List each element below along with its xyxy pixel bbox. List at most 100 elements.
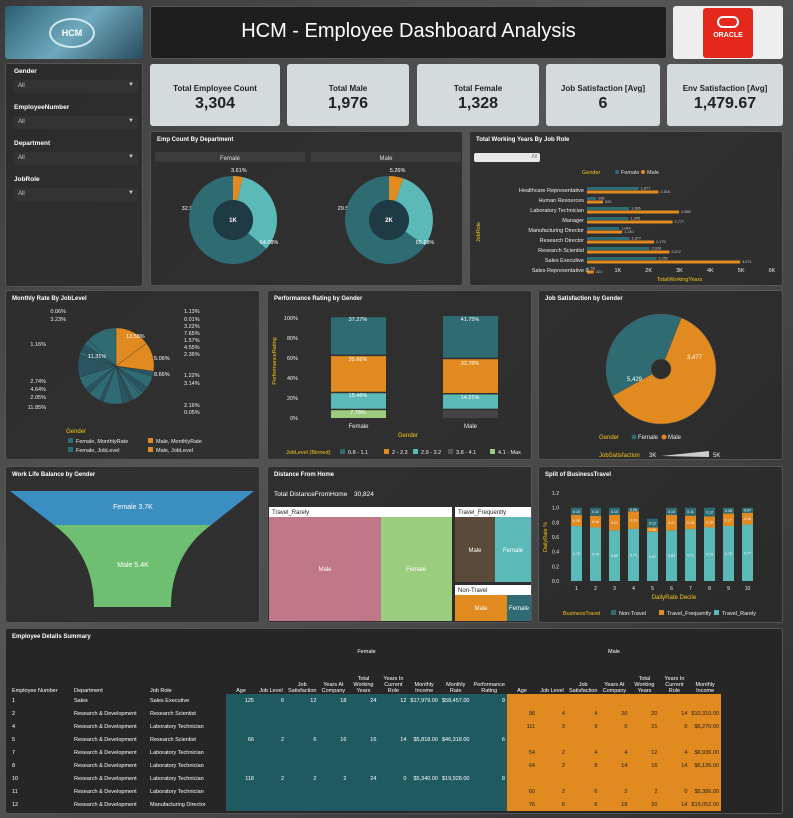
table-row[interactable]: 7 Research & Development Laboratory Techni… xyxy=(10,746,721,759)
table-cell: 12 xyxy=(629,746,660,759)
segment-label: 0.10 xyxy=(611,510,618,514)
column-header[interactable]: Years In Current Role xyxy=(383,676,404,694)
column-header[interactable]: Job Role xyxy=(150,688,172,694)
y-tick-label: Laboratory Technician xyxy=(530,208,584,214)
filter-label: Department xyxy=(14,140,51,147)
segment-label: 0.15 xyxy=(573,519,580,523)
column-header[interactable]: Years At Company xyxy=(321,682,346,694)
table-cell xyxy=(318,759,349,772)
segment-label: 0.75 xyxy=(725,552,732,556)
slice-label: 1.22% xyxy=(184,373,200,379)
y-tick-label: 0.4 xyxy=(552,550,559,556)
donut-hole xyxy=(213,200,253,240)
legend-marker xyxy=(631,434,637,440)
y-tick-label: 0.0 xyxy=(552,579,559,585)
segment-label: 0.24 xyxy=(630,519,637,523)
table-row[interactable]: 1 Sales Sales Executive 125 6 12 18 24 12 $17,979… xyxy=(10,694,721,707)
treemap-cell xyxy=(455,517,495,582)
slice-label: 2.05% xyxy=(30,395,46,401)
table-cell: Research Scientist xyxy=(150,710,196,717)
panel-title: Distance From Home xyxy=(274,472,335,478)
legend-marker xyxy=(68,447,73,452)
table-cell xyxy=(408,746,440,759)
table-cell: 4 xyxy=(566,707,600,720)
segment-label: 33.78% xyxy=(461,361,480,367)
cell-label: Female xyxy=(509,606,530,612)
filter-select-jobrole[interactable]: All ▼ xyxy=(14,188,138,201)
slice-label: 2.36% xyxy=(184,352,200,358)
table-row[interactable]: 2 Research & Development Research Scientis… xyxy=(10,707,721,720)
column-header[interactable]: Job Level xyxy=(259,688,283,694)
table-cell: 4 xyxy=(12,723,16,730)
filter-select-employeenumber[interactable]: All ▼ xyxy=(14,116,138,129)
donut-slice xyxy=(612,317,717,425)
column-header[interactable]: Total Working Years xyxy=(634,676,655,694)
column-header[interactable]: Years At Company xyxy=(602,682,627,694)
table-cell: 20 xyxy=(599,707,630,720)
table-row[interactable]: 10 Research & Development Laboratory Techn… xyxy=(10,772,721,785)
table-row[interactable]: 5 Research & Development Research Scientis… xyxy=(10,733,721,746)
column-header[interactable]: Monthly Income xyxy=(414,682,434,694)
column-header[interactable]: Job Level xyxy=(540,688,564,694)
y-axis-title: DailyRate % xyxy=(543,522,549,552)
table-row[interactable]: 12 Research & Development Manufacturing Di… xyxy=(10,798,721,811)
table-cell: Research & Development xyxy=(74,749,137,756)
panel-title: Split of BusinessTravel xyxy=(545,472,612,478)
table-cell: 18 xyxy=(318,694,349,707)
treemap-cell xyxy=(269,517,381,621)
table-cell: $5,340.00 xyxy=(408,772,440,785)
column-header[interactable]: Years In Current Role xyxy=(664,676,685,694)
table-cell xyxy=(256,707,286,720)
funnel-stage xyxy=(10,491,254,525)
table-cell: Laboratory Technician xyxy=(150,775,204,782)
table-cell xyxy=(256,720,286,733)
segment-label: 0.21 xyxy=(668,521,675,525)
column-header[interactable]: Age xyxy=(517,688,527,694)
table-cell xyxy=(378,720,409,733)
table-row[interactable]: 11 Research & Development Laboratory Techn… xyxy=(10,785,721,798)
table-cell: 98 xyxy=(506,707,537,720)
stacked-bar-segment xyxy=(666,515,677,531)
bar-value-label: 4,971 xyxy=(742,260,752,264)
segment-label: 37.27% xyxy=(349,317,368,323)
table-cell: 2 xyxy=(256,733,286,746)
stacked-bar-segment xyxy=(704,507,715,517)
legend-label: Male, MonthlyRate xyxy=(156,439,202,445)
slice-label: 7.65% xyxy=(184,331,200,337)
table-cell: 14 xyxy=(659,707,690,720)
column-header[interactable]: Job Satisfaction xyxy=(568,682,598,694)
y-tick-label: 40% xyxy=(287,376,298,382)
kpi-value: 6 xyxy=(598,95,608,112)
bar-value-label: 1,345 xyxy=(630,217,640,221)
table-cell xyxy=(689,694,721,707)
table-cell: Laboratory Technician xyxy=(150,762,204,769)
column-header[interactable]: Job Satisfaction xyxy=(288,682,317,694)
x-tick-label: 0 xyxy=(585,268,588,274)
table-cell: 18 xyxy=(599,798,630,811)
total-value: 30,824 xyxy=(354,491,374,498)
column-header[interactable]: Monthly Income xyxy=(695,682,715,694)
slice-label: 64.08% xyxy=(260,240,279,246)
filter-select-gender[interactable]: All ▼ xyxy=(14,80,138,93)
filter-select-department[interactable]: All ▼ xyxy=(14,152,138,165)
search-input[interactable]: All xyxy=(474,153,540,162)
table-row[interactable]: 8 Research & Development Laboratory Techni… xyxy=(10,759,721,772)
column-header[interactable]: Monthly Rate xyxy=(446,682,466,694)
table-cell: $5,386.00 xyxy=(689,785,721,798)
table-row[interactable]: 4 Research & Development Laboratory Techni… xyxy=(10,720,721,733)
performance-panel: Performance Rating by Gender PerformanceR… xyxy=(267,290,532,460)
table-cell: 9 xyxy=(566,720,600,733)
slice-label: 4.55% xyxy=(184,345,200,351)
table-cell xyxy=(226,707,256,720)
wlb-panel: Work Life Balance by Gender Female 3.7K Ma… xyxy=(5,466,260,623)
group-label: Travel_Rarely xyxy=(272,510,309,516)
legend-marker xyxy=(340,449,345,454)
column-header[interactable]: Age xyxy=(236,688,246,694)
column-header[interactable]: Total Working Years xyxy=(353,676,374,694)
column-header[interactable]: Department xyxy=(74,688,103,694)
column-header[interactable]: Performance Rating xyxy=(473,682,505,694)
table-cell: 6 xyxy=(471,733,507,746)
column-header[interactable]: Employee Number xyxy=(12,688,58,694)
chevron-down-icon: ▼ xyxy=(128,118,134,124)
slice-label: 3.14% xyxy=(184,381,200,387)
